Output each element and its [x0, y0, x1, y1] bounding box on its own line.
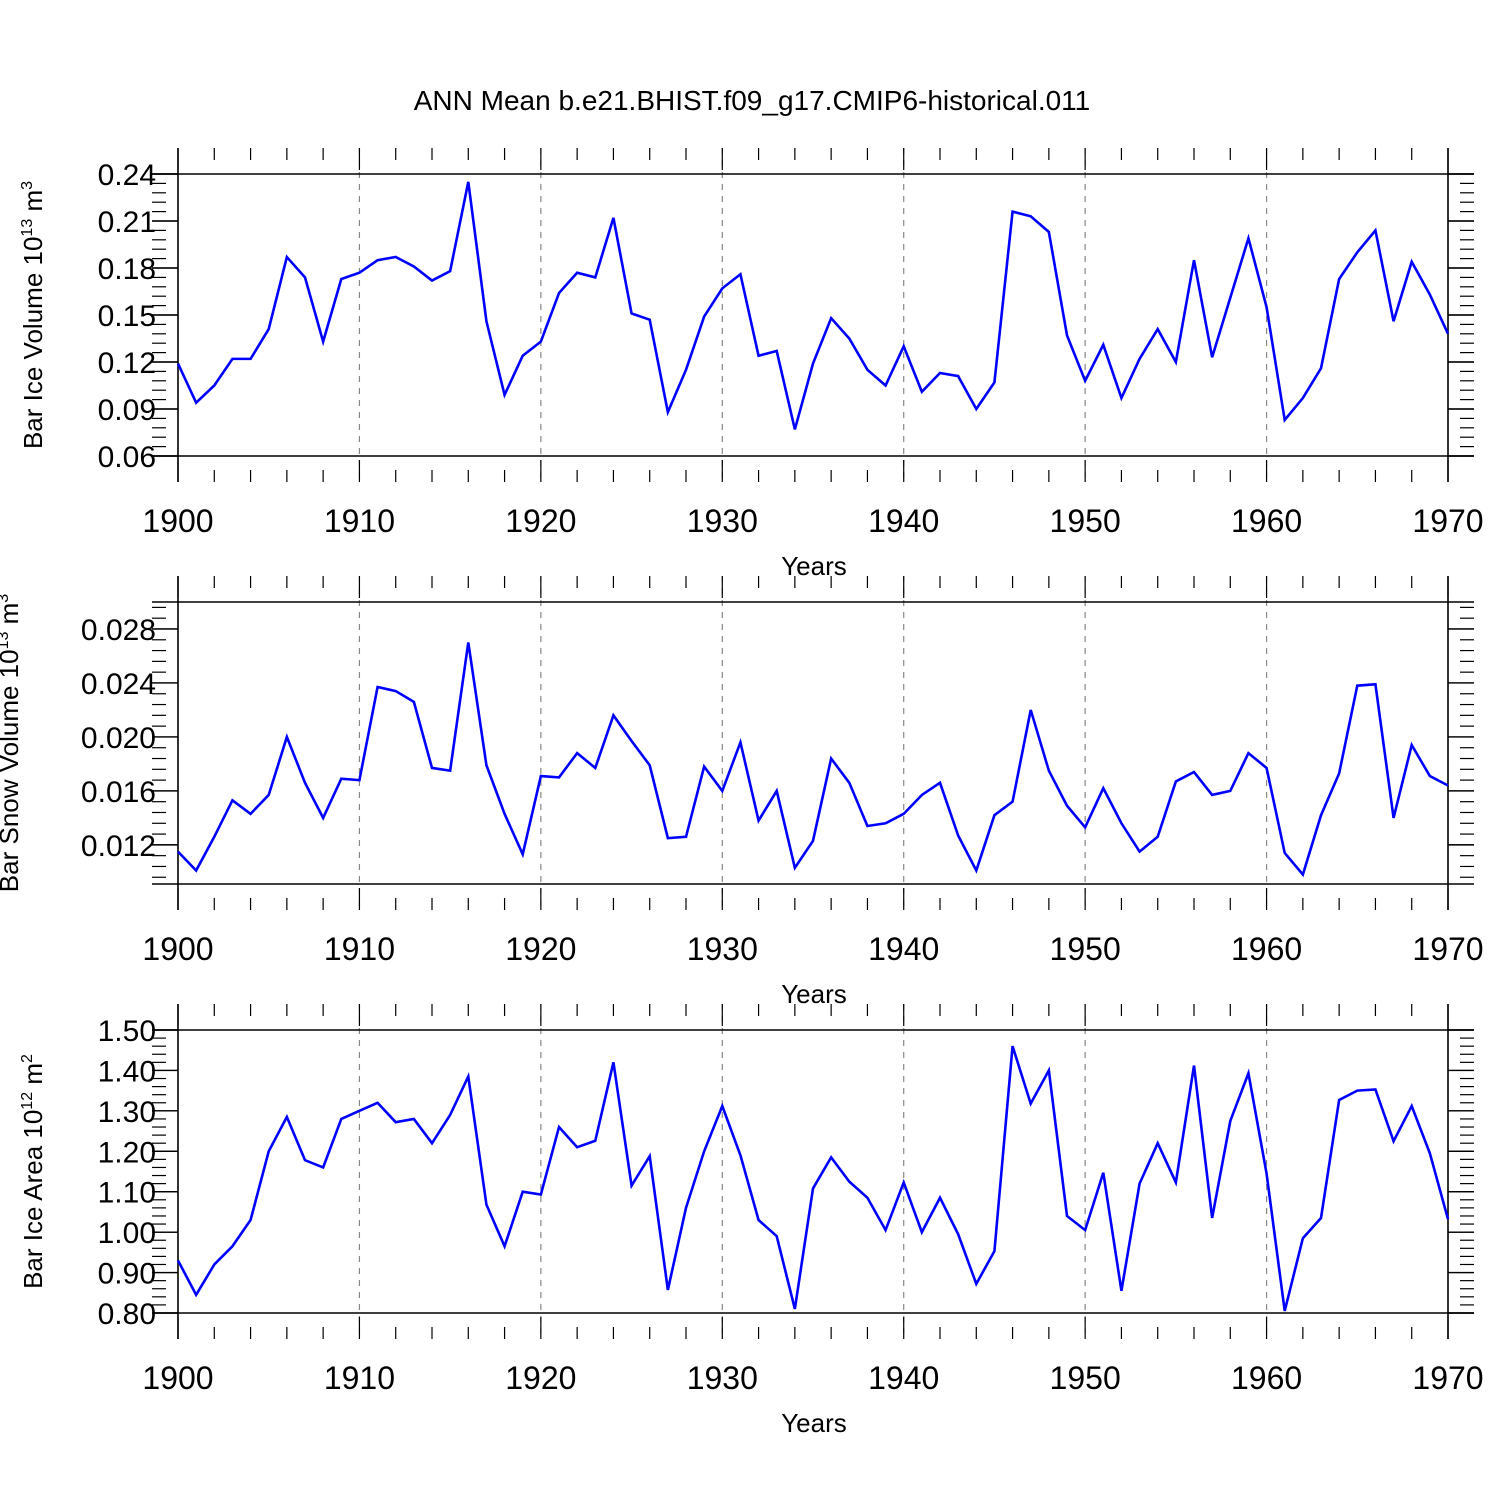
- y-tick-label: 1.40: [98, 1055, 156, 1088]
- x-tick-label: 1970: [1412, 1360, 1483, 1396]
- x-tick-label: 1950: [1050, 503, 1121, 539]
- y-tick-label: 1.50: [98, 1015, 156, 1048]
- y-tick-label: 0.020: [81, 722, 156, 755]
- y-tick-label: 0.06: [98, 441, 156, 474]
- x-tick-label: 1930: [687, 503, 758, 539]
- y-axis-title: Bar Ice Volume 1013 m3: [18, 181, 48, 449]
- x-tick-label: 1960: [1231, 1360, 1302, 1396]
- y-axis-title: Bar Snow Volume 1013 m3: [0, 594, 24, 893]
- series-line: [176, 181, 1450, 430]
- x-tick-label: 1970: [1412, 503, 1483, 539]
- series-line: [176, 1045, 1450, 1312]
- x-tick-label: 1910: [324, 503, 395, 539]
- x-tick-label: 1960: [1231, 931, 1302, 967]
- x-tick-label: 1950: [1050, 931, 1121, 967]
- x-axis-title: Years: [781, 551, 847, 581]
- y-tick-label: 0.90: [98, 1258, 156, 1291]
- y-axis-title: Bar Ice Area 1012 m2: [18, 1054, 48, 1289]
- y-tick-label: 0.80: [98, 1298, 156, 1331]
- x-tick-label: 1940: [868, 1360, 939, 1396]
- x-tick-label: 1920: [505, 503, 576, 539]
- panel-2: 0.012 0.016 0.020 0.024 0.028 1900 1910 1920 193…: [0, 576, 1484, 1009]
- x-tick-label: 1900: [142, 931, 213, 967]
- x-tick-label: 1900: [142, 1360, 213, 1396]
- y-tick-label: 1.30: [98, 1096, 156, 1129]
- y-tick-label: 0.016: [81, 776, 156, 809]
- y-tick-label: 0.12: [98, 347, 156, 380]
- x-tick-label: 1950: [1050, 1360, 1121, 1396]
- y-tick-label: 0.024: [81, 668, 156, 701]
- y-tick-label: 0.24: [98, 159, 156, 192]
- x-tick-label: 1940: [868, 931, 939, 967]
- x-tick-label: 1970: [1412, 931, 1483, 967]
- panel-3: 0.80 0.90 1.00 1.10 1.20 1.30 1.40 1.50 1900 1910…: [18, 1004, 1484, 1438]
- x-tick-label: 1940: [868, 503, 939, 539]
- x-tick-label: 1930: [687, 931, 758, 967]
- x-tick-label: 1900: [142, 503, 213, 539]
- chart-title: ANN Mean b.e21.BHIST.f09_g17.CMIP6-histo…: [414, 85, 1090, 116]
- y-tick-label: 1.20: [98, 1136, 156, 1169]
- y-tick-label: 0.012: [81, 830, 156, 863]
- x-tick-label: 1960: [1231, 503, 1302, 539]
- x-tick-label: 1920: [505, 931, 576, 967]
- y-tick-label: 1.00: [98, 1217, 156, 1250]
- y-tick-label: 0.21: [98, 206, 156, 239]
- panel-1: 0.06 0.09 0.12 0.15 0.18 0.21 0.24 1900 1910 1920…: [18, 148, 1484, 581]
- series-line: [177, 642, 1449, 878]
- y-tick-label: 0.15: [98, 300, 156, 333]
- y-tick-label: 0.028: [81, 614, 156, 647]
- x-tick-label: 1910: [324, 931, 395, 967]
- y-tick-label: 0.18: [98, 253, 156, 286]
- y-tick-label: 1.10: [98, 1177, 156, 1210]
- x-axis-title: Years: [781, 979, 847, 1009]
- x-tick-label: 1920: [505, 1360, 576, 1396]
- x-tick-label: 1910: [324, 1360, 395, 1396]
- x-tick-label: 1930: [687, 1360, 758, 1396]
- x-axis-title: Years: [781, 1408, 847, 1438]
- y-tick-label: 0.09: [98, 394, 156, 427]
